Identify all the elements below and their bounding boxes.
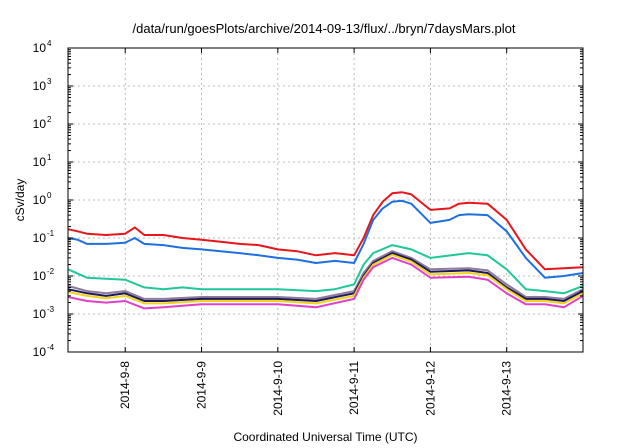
series-line-5 [67, 252, 584, 302]
y-tick-label: 10 [33, 345, 47, 359]
x-tick-label: 2014-9-11 [347, 361, 361, 415]
y-tick-exponent: 3 [47, 77, 52, 86]
y-tick-exponent: 2 [47, 115, 52, 124]
series-line-7 [67, 256, 584, 310]
x-axis: 2014-9-8 2014-9-9 2014-9-10 2014-9-11 2014-9… [118, 48, 514, 416]
y-tick-exponent: -1 [47, 229, 55, 238]
x-tick-label: 2014-9-13 [500, 361, 514, 416]
y-tick-exponent: 0 [47, 191, 52, 200]
y-tick-label: 10 [33, 307, 47, 321]
chart-title: /data/run/goesPlots/archive/2014-09-13/f… [133, 21, 516, 36]
y-tick-exponent: -3 [47, 305, 55, 314]
y-tick-label: 10 [33, 231, 47, 245]
plot-frame [67, 47, 584, 353]
y-tick-exponent: 1 [47, 153, 52, 162]
y-tick-label: 10 [33, 79, 47, 93]
x-tick-label: 2014-9-12 [423, 361, 437, 416]
y-tick-label: 10 [33, 269, 47, 283]
x-axis-label: Coordinated Universal Time (UTC) [233, 430, 417, 444]
series-line-2 [67, 199, 584, 279]
y-tick-label: 10 [33, 117, 47, 131]
y-tick-exponent: -2 [47, 267, 55, 276]
series-line-3 [67, 244, 584, 295]
y-tick-label: 10 [33, 41, 47, 55]
x-tick-label: 2014-9-9 [195, 361, 209, 409]
series-line-1 [67, 191, 584, 271]
series-line-6 [67, 253, 584, 305]
y-tick-exponent: 4 [47, 39, 52, 48]
grid [68, 48, 583, 352]
y-tick-exponent: -4 [47, 343, 55, 352]
x-tick-label: 2014-9-10 [271, 361, 285, 416]
x-tick-label: 2014-9-8 [118, 361, 132, 409]
y-tick-label: 10 [33, 193, 47, 207]
series-line-4 [67, 250, 584, 300]
y-tick-label: 10 [33, 155, 47, 169]
y-axis-label: cSv/day [13, 179, 27, 222]
series-group [67, 191, 584, 310]
